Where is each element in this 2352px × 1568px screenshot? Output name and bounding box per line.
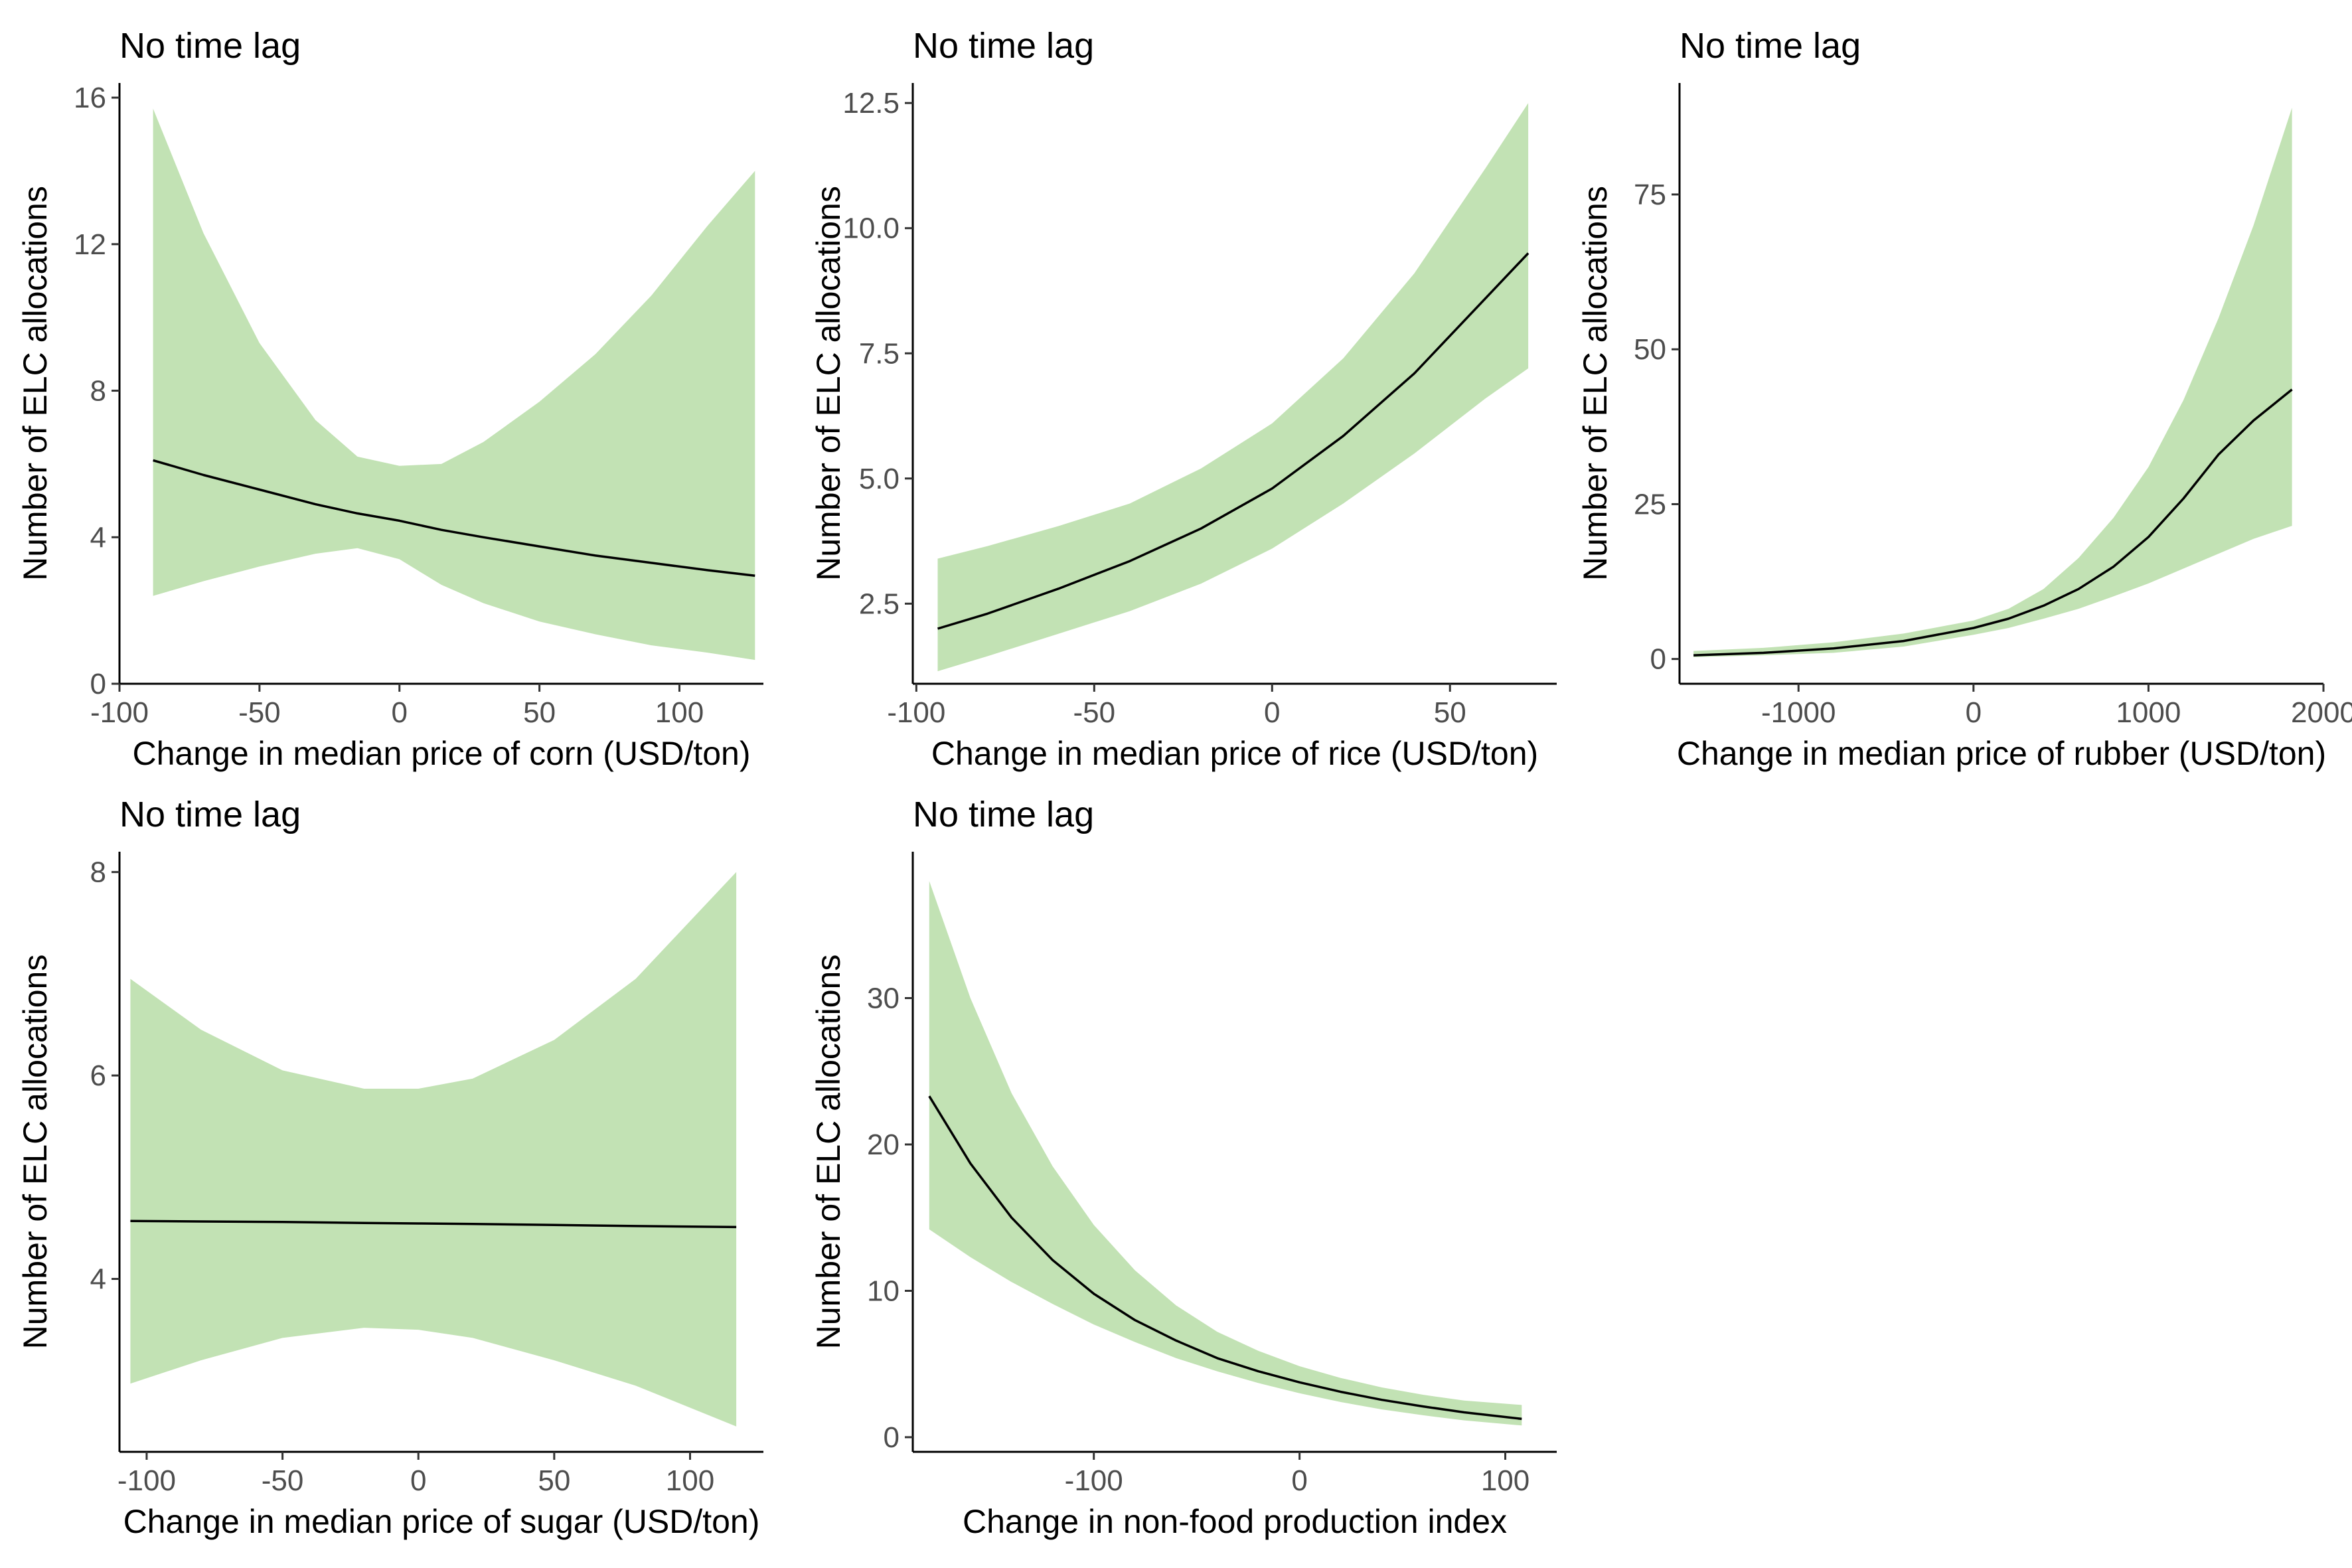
y-axis-title: Number of ELC allocations xyxy=(17,186,54,581)
fitted-line xyxy=(130,1219,737,1229)
fitted-line xyxy=(153,459,755,577)
x-tick-label: -100 xyxy=(887,696,945,729)
y-tick-label: 0 xyxy=(1650,643,1666,676)
panel-title: No time lag xyxy=(119,26,301,66)
confidence-ribbon xyxy=(937,103,1529,672)
y-axis-title: Number of ELC allocations xyxy=(810,955,847,1350)
x-tick-label: -50 xyxy=(262,1464,304,1497)
y-axis-title: Number of ELC allocations xyxy=(17,955,54,1350)
y-tick-label: 16 xyxy=(74,82,106,114)
x-axis-title: Change in median price of sugar (USD/ton… xyxy=(123,1503,760,1540)
y-tick-label: 7.5 xyxy=(859,337,900,370)
y-tick-label: 12.5 xyxy=(842,87,900,119)
chart-panel-1: -100 -50 0 50 100 0 4 8 12 16 No time lag Change in… xyxy=(17,26,763,772)
x-tick-label: 2000 xyxy=(2291,696,2352,729)
x-tick-label: 50 xyxy=(1434,696,1466,729)
x-axis-title: Change in non-food production index xyxy=(963,1503,1507,1540)
y-axis-title: Number of ELC allocations xyxy=(810,186,847,581)
x-tick-label: 0 xyxy=(1291,1464,1307,1497)
chart-panel-5: -100 0 100 0 10 20 30 No time lag Change in non-… xyxy=(810,795,1557,1540)
y-tick-label: 4 xyxy=(90,521,106,554)
y-axis-title: Number of ELC allocations xyxy=(1577,186,1614,581)
y-tick-label: 4 xyxy=(90,1263,106,1296)
x-tick-label: -100 xyxy=(90,696,149,729)
fitted-line xyxy=(1693,388,2293,657)
y-tick-label: 12 xyxy=(74,228,106,261)
x-tick-label: -100 xyxy=(118,1464,176,1497)
y-tick-label: 8 xyxy=(90,856,106,889)
y-tick-label: 2.5 xyxy=(859,588,900,620)
x-tick-label: 1000 xyxy=(2116,696,2181,729)
x-tick-label: 50 xyxy=(523,696,556,729)
x-axis-title: Change in median price of rubber (USD/to… xyxy=(1677,735,2326,772)
panel-title: No time lag xyxy=(913,795,1094,834)
x-tick-label: 50 xyxy=(538,1464,570,1497)
y-tick-label: 0 xyxy=(90,668,106,700)
y-tick-label: 25 xyxy=(1634,488,1666,520)
y-tick-label: 50 xyxy=(1634,333,1666,366)
x-tick-label: -50 xyxy=(238,696,281,729)
chart-panel-2: -100 -50 0 50 2.5 5.0 7.5 10.0 12.5 No time lag Ch… xyxy=(810,26,1557,772)
confidence-ribbon xyxy=(130,872,737,1427)
x-axis-title: Change in median price of corn (USD/ton) xyxy=(132,735,750,772)
x-tick-label: 0 xyxy=(1264,696,1280,729)
y-tick-label: 30 xyxy=(867,982,900,1014)
y-tick-label: 8 xyxy=(90,375,106,408)
y-tick-label: 10.0 xyxy=(842,212,900,245)
x-tick-label: -1000 xyxy=(1761,696,1836,729)
x-tick-label: -100 xyxy=(1065,1464,1123,1497)
chart-panel-4: -100 -50 0 50 100 4 6 8 No time lag Change in med… xyxy=(17,795,763,1540)
panel-title: No time lag xyxy=(1680,26,1861,66)
x-tick-label: 100 xyxy=(666,1464,714,1497)
y-tick-label: 6 xyxy=(90,1059,106,1092)
fitted-line xyxy=(928,1095,1522,1421)
x-tick-label: 100 xyxy=(655,696,704,729)
confidence-ribbon xyxy=(153,108,755,661)
x-tick-label: 100 xyxy=(1481,1464,1529,1497)
y-tick-label: 10 xyxy=(867,1275,900,1307)
x-tick-label: 0 xyxy=(410,1464,426,1497)
y-tick-label: 5.0 xyxy=(859,463,900,495)
fitted-line xyxy=(937,252,1529,630)
panel-title: No time lag xyxy=(119,795,301,834)
x-axis-title: Change in median price of rice (USD/ton) xyxy=(931,735,1538,772)
confidence-ribbon xyxy=(929,881,1522,1426)
chart-panel-3: -1000 0 1000 2000 0 25 50 75 No time lag Change i… xyxy=(1577,26,2352,772)
y-tick-label: 75 xyxy=(1634,179,1666,211)
confidence-ribbon xyxy=(1693,108,2292,657)
panel-title: No time lag xyxy=(913,26,1094,66)
y-tick-label: 20 xyxy=(867,1129,900,1161)
y-tick-label: 0 xyxy=(884,1421,900,1454)
x-tick-label: -50 xyxy=(1073,696,1116,729)
x-tick-label: 0 xyxy=(391,696,407,729)
x-tick-label: 0 xyxy=(1966,696,1982,729)
